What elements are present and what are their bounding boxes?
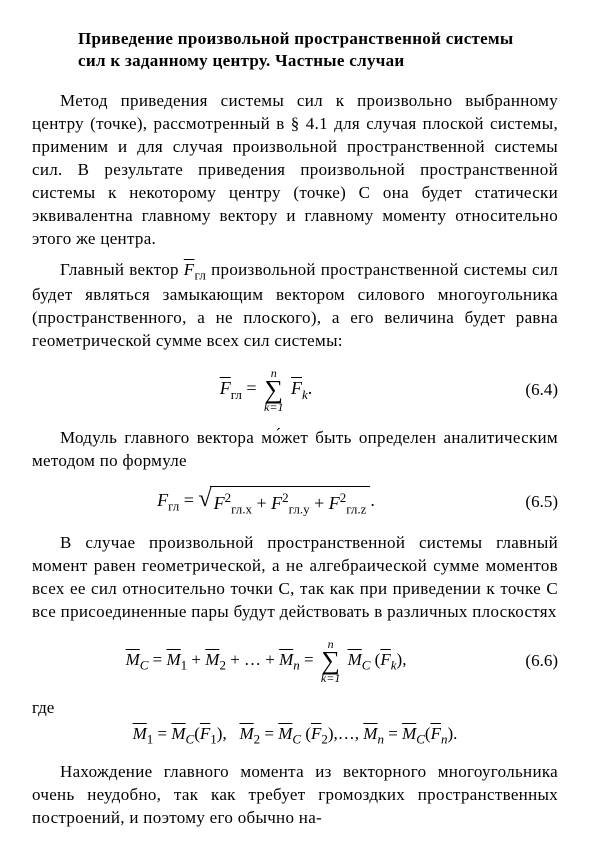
title-text: Приведение произвольной пространственной… <box>78 29 513 70</box>
d-Fn: F <box>431 724 441 743</box>
eq65-t2: F <box>271 493 282 513</box>
d-sC2: C <box>292 731 301 746</box>
d-F1: F <box>200 724 210 743</box>
d-sC1: C <box>186 731 195 746</box>
paragraph-2: Главный вектор Fгл произвольной простран… <box>32 259 558 353</box>
eq66-subC-0: C <box>140 657 149 672</box>
eq65-t2-sub: гл.y <box>289 502 310 517</box>
where-label: где <box>32 698 558 718</box>
d-M2: M <box>239 724 253 743</box>
eq66-Mc2: M <box>348 650 362 669</box>
eq-defs-formula: M1 = MC(F1), M2 = MC (F2),…, Mn = MC(Fn)… <box>32 724 558 747</box>
eq65-formula: Fгл = √ F2гл.x + F2гл.y + F2гл.z . <box>32 486 500 518</box>
sum-icon: ∑ <box>264 379 283 401</box>
d-s2a: 2 <box>254 731 261 746</box>
eq65-t3: F <box>329 493 340 513</box>
p2-sub: гл <box>194 267 206 282</box>
d-Mn: M <box>363 724 377 743</box>
d-sCn: C <box>416 731 425 746</box>
eq66-subC-1: C <box>362 657 371 672</box>
d-Mc1: M <box>171 724 185 743</box>
d-Mcn: M <box>402 724 416 743</box>
eq66-formula: MC = M1 + M2 + … + Mn = n ∑ k=1 MC (Fk), <box>32 638 500 684</box>
eq65-lhs-sub: гл <box>168 499 179 514</box>
d-Mc2: M <box>278 724 292 743</box>
equation-6-4: Fгл = n ∑ k=1 Fk. (6.4) <box>32 367 558 413</box>
eq66-number: (6.6) <box>500 651 558 671</box>
d-sna: n <box>377 731 384 746</box>
d-M1: M <box>133 724 147 743</box>
eq64-formula: Fгл = n ∑ k=1 Fk. <box>32 367 500 413</box>
eq66-M1: M <box>167 650 181 669</box>
eq65-number: (6.5) <box>500 492 558 512</box>
paragraph-3: Модуль главного вектора мо́жет быть опре… <box>32 427 558 473</box>
eq66-sum-bot: k=1 <box>321 672 340 684</box>
equation-defs: M1 = MC(F1), M2 = MC (F2),…, Mn = MC(Fn)… <box>32 724 558 747</box>
paragraph-1: Метод приведения системы сил к произволь… <box>32 90 558 251</box>
eq65-t1-sub: гл.x <box>231 502 252 517</box>
d-F2: F <box>311 724 321 743</box>
p2-before: Главный вектор <box>60 260 184 279</box>
eq65-t3-sub: гл.z <box>346 502 366 517</box>
paragraph-5: Нахождение главного момента из векторног… <box>32 761 558 830</box>
eq64-number: (6.4) <box>500 380 558 400</box>
eq66-subn: n <box>293 657 300 672</box>
eq66-Fk: F <box>380 650 390 669</box>
eq66-sub2: 2 <box>219 657 226 672</box>
equation-6-5: Fгл = √ F2гл.x + F2гл.y + F2гл.z . (6.5) <box>32 486 558 518</box>
eq64-rhs: F <box>291 378 302 398</box>
d-s1a: 1 <box>147 731 154 746</box>
eq66-sub1: 1 <box>181 657 188 672</box>
eq64-sum-bot: k=1 <box>264 401 283 413</box>
eq64-lhs-sub: гл <box>231 386 242 401</box>
sum-icon: ∑ <box>321 650 340 672</box>
paragraph-4: В случае произвольной пространственной с… <box>32 532 558 624</box>
eq66-M0: M <box>126 650 140 669</box>
eq66-Mn: M <box>279 650 293 669</box>
eq66-M2: M <box>205 650 219 669</box>
section-title: Приведение произвольной пространственной… <box>32 28 558 72</box>
equation-6-6: MC = M1 + M2 + … + Mn = n ∑ k=1 MC (Fk),… <box>32 638 558 684</box>
eq65-t1: F <box>214 493 225 513</box>
eq64-lhs: F <box>220 378 231 398</box>
p2-sym: F <box>184 260 195 279</box>
eq65-lhs: F <box>157 490 168 510</box>
